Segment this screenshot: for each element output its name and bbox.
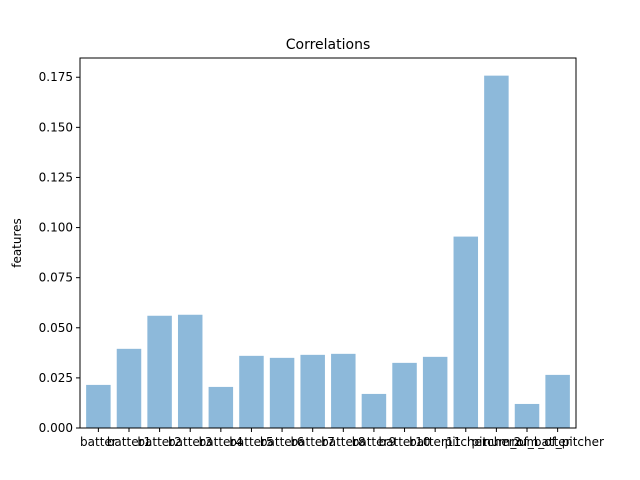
x-tick-label: batter10 xyxy=(379,435,431,449)
bar-batter10 xyxy=(392,362,417,428)
bar-batter6 xyxy=(269,357,295,428)
x-ticks-group: batterbatter1batter2batter3batter4batter… xyxy=(80,428,604,449)
bar-batter5 xyxy=(239,355,264,428)
bar-batter7 xyxy=(300,354,325,428)
x-tick-label: batter4 xyxy=(199,435,243,449)
bar-batter1 xyxy=(116,348,142,428)
x-tick-label: num_of_batter xyxy=(483,435,570,449)
x-tick-label: batter11 xyxy=(409,435,461,449)
bar-num_of_pitcher xyxy=(545,374,570,428)
y-tick-label: 0.150 xyxy=(39,120,73,134)
bar-pitcher xyxy=(453,236,479,428)
bar-batter3 xyxy=(177,314,203,428)
bar-batter xyxy=(86,384,111,428)
bar-batter2 xyxy=(147,315,172,428)
x-tick-label: batter9 xyxy=(352,435,396,449)
x-tick-label: pitcher xyxy=(445,435,487,449)
x-tick-label: batter7 xyxy=(291,435,335,449)
bar-num_of_batter xyxy=(514,403,540,428)
bar-batter4 xyxy=(208,386,234,428)
x-tick-label: pitcher2 xyxy=(471,435,521,449)
y-tick-label: 0.075 xyxy=(39,271,73,285)
y-tick-label: 0.025 xyxy=(39,371,73,385)
bar-batter8 xyxy=(331,353,356,428)
y-tick-label: 0.050 xyxy=(39,321,73,335)
y-axis-label: features xyxy=(10,218,24,268)
bar-batter11 xyxy=(422,356,448,428)
x-tick-label: batter6 xyxy=(260,435,304,449)
x-tick-label: batter2 xyxy=(137,435,181,449)
x-tick-label: batter1 xyxy=(107,435,151,449)
chart-title: Correlations xyxy=(286,37,371,53)
x-tick-label: batter3 xyxy=(168,435,212,449)
x-tick-label: batter8 xyxy=(321,435,365,449)
y-ticks-group: 0.000 0.025 0.050 0.075 0.100 0.125 0.150 0.175 xyxy=(39,70,80,435)
x-tick-label: num_of_pitcher xyxy=(511,435,604,449)
bar-batter9 xyxy=(361,393,387,428)
bars-group xyxy=(86,75,570,429)
y-tick-label: 0.175 xyxy=(39,70,73,84)
x-tick-label: batter xyxy=(80,435,117,449)
y-tick-label: 0.125 xyxy=(39,170,73,184)
y-tick-label: 0.000 xyxy=(39,421,73,435)
y-tick-label: 0.100 xyxy=(39,221,73,235)
plot-frame xyxy=(79,57,577,429)
x-tick-label: batter5 xyxy=(229,435,273,449)
bar-pitcher2 xyxy=(484,75,509,429)
